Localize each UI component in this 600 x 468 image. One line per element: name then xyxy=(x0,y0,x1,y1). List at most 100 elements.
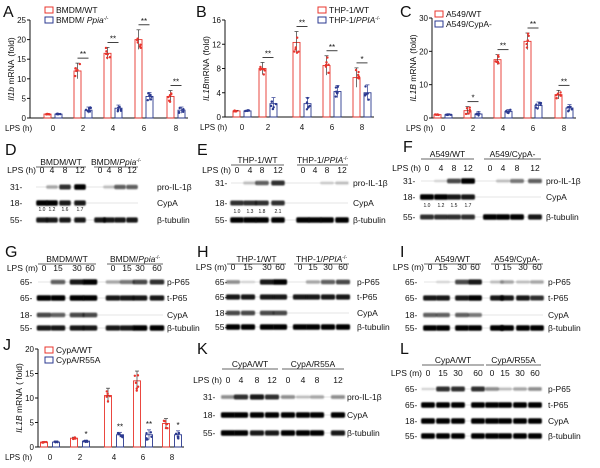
data-point xyxy=(559,91,562,94)
label-text: CypA/WT xyxy=(435,355,471,365)
x-tick-label: 8 xyxy=(562,124,567,133)
legend-label: CypA/R55A xyxy=(56,355,101,365)
data-point xyxy=(436,113,440,117)
band-quantification: 1.7 xyxy=(465,203,472,209)
lane-label: 60 xyxy=(152,263,162,273)
blot-band xyxy=(309,430,325,436)
data-point xyxy=(327,63,330,66)
blot-band xyxy=(528,418,542,424)
blot-band xyxy=(69,295,85,301)
data-point xyxy=(106,56,109,59)
data-point xyxy=(149,431,153,434)
data-point xyxy=(294,46,297,49)
legend-swatch xyxy=(434,20,444,28)
mw-marker: 18- xyxy=(10,198,22,208)
blot-band xyxy=(259,279,275,285)
legend-label: BMDM/ Ppia-/- xyxy=(56,15,109,25)
blot-band xyxy=(240,324,256,330)
label-sup: -/- xyxy=(342,255,347,261)
blot-band xyxy=(485,433,499,439)
significance-mark: ** xyxy=(117,422,123,431)
label-text: A549/WT xyxy=(435,254,470,264)
mw-marker: 65- xyxy=(20,293,32,303)
mw-marker: 18- xyxy=(203,410,215,420)
x-axis-label: LPS (h) xyxy=(5,124,32,133)
blot-band xyxy=(320,324,336,330)
lane-label: 8 xyxy=(515,163,520,173)
blot-band xyxy=(259,324,275,330)
blot-band xyxy=(292,294,308,300)
x-tick-label: 8 xyxy=(174,124,179,133)
mw-marker: 18- xyxy=(405,416,417,426)
blot-band xyxy=(330,395,346,399)
y-tick-label: 30 xyxy=(419,14,428,23)
legend-swatch xyxy=(317,6,327,14)
blot-band xyxy=(461,214,475,220)
blot-band xyxy=(513,387,527,391)
mw-marker: 18- xyxy=(20,310,32,320)
blot-band xyxy=(271,217,285,223)
y-tick-label: 0 xyxy=(30,443,35,452)
legend-swatch xyxy=(44,356,54,364)
blot-band xyxy=(114,217,126,223)
lps-label: LPS (m) xyxy=(196,262,227,272)
blot-band xyxy=(225,324,241,330)
blot-band xyxy=(126,184,138,190)
y-tick-label: 10 xyxy=(17,75,26,84)
data-point xyxy=(150,95,153,98)
data-point xyxy=(506,111,509,114)
significance-mark: * xyxy=(176,421,179,430)
data-point xyxy=(269,104,273,108)
data-point xyxy=(74,74,77,78)
significance-mark: ** xyxy=(173,78,179,87)
lane-label: 0 xyxy=(235,165,240,175)
blot-band xyxy=(485,418,499,424)
mw-marker: 55- xyxy=(403,212,415,222)
data-point xyxy=(477,114,480,117)
data-point xyxy=(86,110,89,113)
legend-swatch xyxy=(44,346,54,354)
data-point xyxy=(136,374,140,377)
lps-label: LPS (h) xyxy=(202,165,231,175)
mw-marker: 55- xyxy=(10,215,22,225)
label-sup: -/- xyxy=(104,16,109,22)
blot-band xyxy=(255,180,269,186)
mw-marker: 55- xyxy=(215,322,227,332)
lane-label: 8 xyxy=(63,165,68,175)
significance-mark: ** xyxy=(530,20,536,29)
lane-label: 4 xyxy=(439,163,444,173)
y-tick-label: 0 xyxy=(424,114,429,123)
blot-band xyxy=(230,200,244,206)
data-point xyxy=(497,55,500,58)
blot-band xyxy=(436,402,450,408)
lane-label: 15 xyxy=(438,368,448,378)
blot-band xyxy=(420,194,434,200)
x-axis-label: LPS (h) xyxy=(5,453,32,462)
blot-band xyxy=(105,295,121,301)
lane-label: 30 xyxy=(323,262,333,272)
blot-band xyxy=(82,312,98,318)
lane-label: 0 xyxy=(111,263,116,273)
blot-band xyxy=(436,418,450,424)
lane-label: 60 xyxy=(470,262,480,272)
label-text: A549/CypA- xyxy=(446,19,492,29)
data-point xyxy=(116,110,119,113)
blot-band xyxy=(308,217,322,223)
blot-band xyxy=(69,279,85,285)
mw-marker: 31- xyxy=(10,182,22,192)
blot-band xyxy=(272,294,288,300)
data-point xyxy=(149,93,152,97)
label-italic: PPIA xyxy=(324,155,344,165)
data-point xyxy=(295,36,299,39)
blot-band xyxy=(528,178,542,184)
blot-band xyxy=(320,217,334,223)
significance-mark: ** xyxy=(110,34,116,43)
band-label: pro-IL-1β xyxy=(347,392,382,402)
legend-label: A549/WT xyxy=(446,9,481,19)
